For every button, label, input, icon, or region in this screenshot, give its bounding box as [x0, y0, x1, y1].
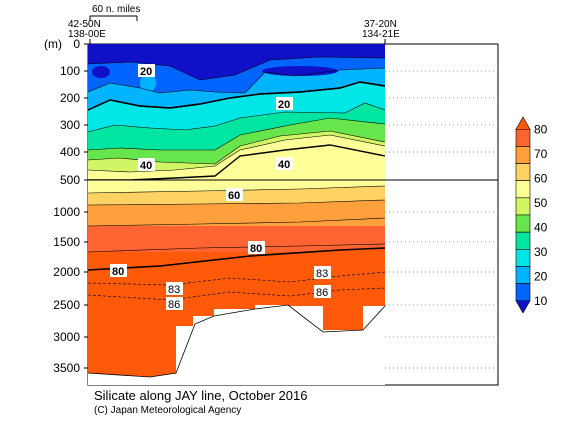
contour-label: 20 [278, 99, 290, 111]
lower-panel [88, 180, 385, 385]
colorbar-band [515, 180, 531, 199]
colorbar-tick-label: 70 [534, 147, 548, 161]
contour-label: 80 [250, 243, 262, 255]
y-tick-label: 3500 [53, 361, 80, 375]
y-tick-label: 0 [73, 37, 80, 51]
y-tick-label: 100 [60, 64, 80, 78]
colorbar-band [515, 146, 531, 164]
contour-label: 40 [140, 160, 152, 172]
contour-label-box [138, 158, 155, 171]
contour-label-box [248, 241, 265, 254]
contour-label-box [276, 157, 293, 170]
colorbar-band [515, 283, 531, 302]
y-tick-label: 500 [60, 173, 80, 187]
colorbar-tick-label: 40 [534, 220, 548, 234]
colorbar-tick-label: 10 [534, 294, 548, 308]
contour-label-box [276, 97, 293, 110]
y-tick-label: 200 [60, 91, 80, 105]
right-station-lat: 37-20N [364, 19, 397, 30]
contour-label: 83 [316, 268, 328, 280]
colorbar-tick-label: 20 [534, 269, 548, 283]
colorbar-band [515, 266, 531, 284]
contour-label: 83 [168, 284, 180, 296]
y-tick-label: 400 [60, 145, 80, 159]
colorbar-band [515, 214, 531, 233]
contour-label-box [226, 188, 243, 201]
right-station-lon: 134-21E [362, 29, 400, 40]
contour-label: 86 [316, 287, 328, 299]
y-tick-label: 2500 [53, 298, 80, 312]
contour-label: 40 [278, 159, 290, 171]
contour-label-box [314, 285, 331, 298]
colorbar-tick-label: 60 [534, 171, 548, 185]
y-tick-label: 2000 [53, 265, 80, 279]
y-tick-label: 3000 [53, 330, 80, 344]
grid-lines [385, 70, 498, 369]
contour-label-box [166, 297, 183, 310]
colorbar-band [515, 197, 531, 216]
colorbar-band [515, 231, 531, 250]
colorbar-band [515, 128, 531, 147]
contour-label-box [314, 266, 331, 279]
chart-title: Silicate along JAY line, October 2016 [94, 388, 307, 403]
contour-label-box [138, 64, 155, 77]
y-tick-label: 300 [60, 118, 80, 132]
scale-bar-label: 60 n. miles [92, 4, 140, 15]
colorbar-tick-label: 50 [534, 196, 548, 210]
colorbar-tick-label: 30 [534, 245, 548, 259]
seafloor-outline [87, 304, 386, 378]
contour-label: 86 [168, 299, 180, 311]
colorbar-band [515, 116, 531, 130]
left-station-lat: 42-50N [68, 19, 101, 30]
colorbar-tick-label: 80 [534, 122, 548, 136]
left-station-lon: 138-00E [68, 29, 106, 40]
y-tick-label: 1000 [53, 205, 80, 219]
contour-label: 20 [140, 66, 152, 78]
contour-20-upper [88, 81, 385, 111]
y-unit-label: (m) [44, 37, 62, 51]
contour-label: 80 [112, 266, 124, 278]
contour-label-box [166, 282, 183, 295]
colorbar-band [515, 249, 531, 267]
colorbar: 10 20 30 40 50 60 70 80 [515, 116, 548, 314]
credit-line: (C) Japan Meteorological Agency [94, 405, 241, 416]
y-tick-label: 1500 [53, 235, 80, 249]
colorbar-band [515, 300, 531, 314]
colorbar-band [515, 163, 531, 181]
contour-label-box [110, 264, 127, 277]
contour-label: 60 [228, 190, 240, 202]
y-axis-ticks [84, 43, 88, 369]
